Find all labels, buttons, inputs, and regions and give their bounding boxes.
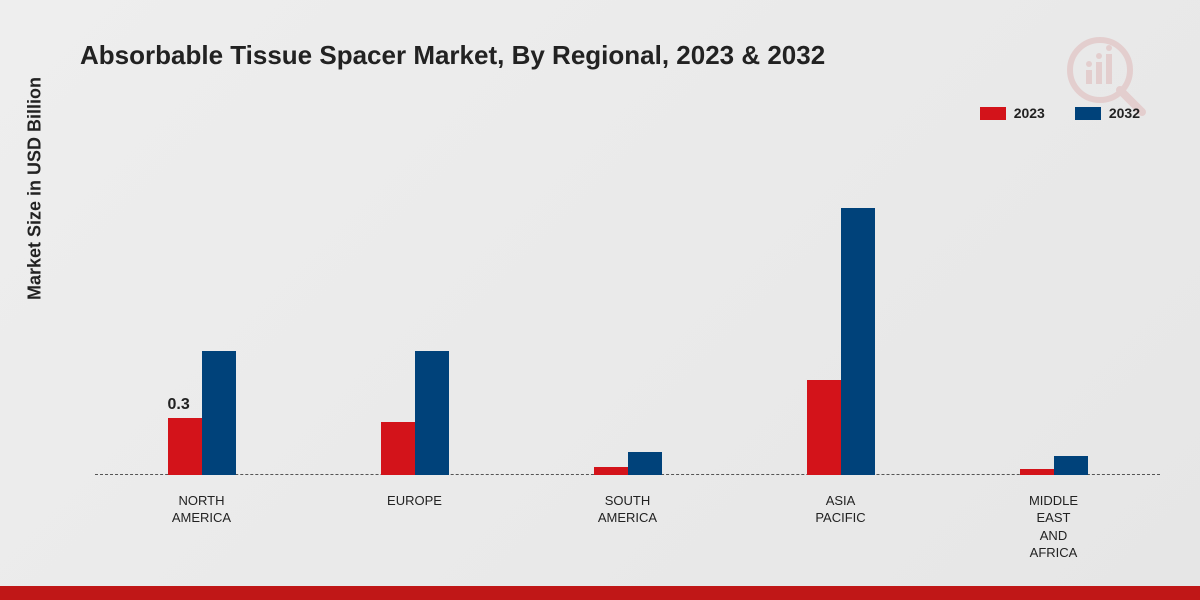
bar-2023 (1020, 469, 1054, 475)
bar-group (521, 452, 734, 475)
legend-swatch-2032 (1075, 107, 1101, 120)
legend-swatch-2023 (980, 107, 1006, 120)
bar-value-label: 0.3 (168, 396, 190, 414)
bar-2032 (628, 452, 662, 475)
bar-2023 (807, 380, 841, 475)
bar-2032 (415, 351, 449, 475)
bars-row: 0.3 (95, 170, 1160, 475)
x-axis-label: ASIA PACIFIC (734, 492, 947, 562)
legend-label-2023: 2023 (1014, 105, 1045, 121)
bar-group (947, 456, 1160, 475)
footer-bar (0, 586, 1200, 600)
bar-2023 (594, 467, 628, 475)
y-axis-label: Market Size in USD Billion (25, 77, 46, 300)
legend-label-2032: 2032 (1109, 105, 1140, 121)
legend: 2023 2032 (980, 105, 1140, 121)
x-axis-label: EUROPE (308, 492, 521, 562)
bar-2032 (1054, 456, 1088, 475)
legend-item-2023: 2023 (980, 105, 1045, 121)
legend-item-2032: 2032 (1075, 105, 1140, 121)
plot-area: 0.3 (95, 170, 1160, 475)
bar-2032 (841, 208, 875, 475)
bar-2023 (381, 422, 415, 475)
chart-title: Absorbable Tissue Spacer Market, By Regi… (80, 40, 1160, 71)
bar-2023 (168, 418, 202, 475)
bar-group (308, 351, 521, 475)
x-axis-labels: NORTH AMERICAEUROPESOUTH AMERICAASIA PAC… (95, 492, 1160, 562)
x-axis-label: NORTH AMERICA (95, 492, 308, 562)
x-axis-label: MIDDLE EAST AND AFRICA (947, 492, 1160, 562)
x-axis-label: SOUTH AMERICA (521, 492, 734, 562)
chart-container: Absorbable Tissue Spacer Market, By Regi… (0, 0, 1200, 600)
bar-group (734, 208, 947, 475)
bar-2032 (202, 351, 236, 475)
bar-group: 0.3 (95, 351, 308, 475)
